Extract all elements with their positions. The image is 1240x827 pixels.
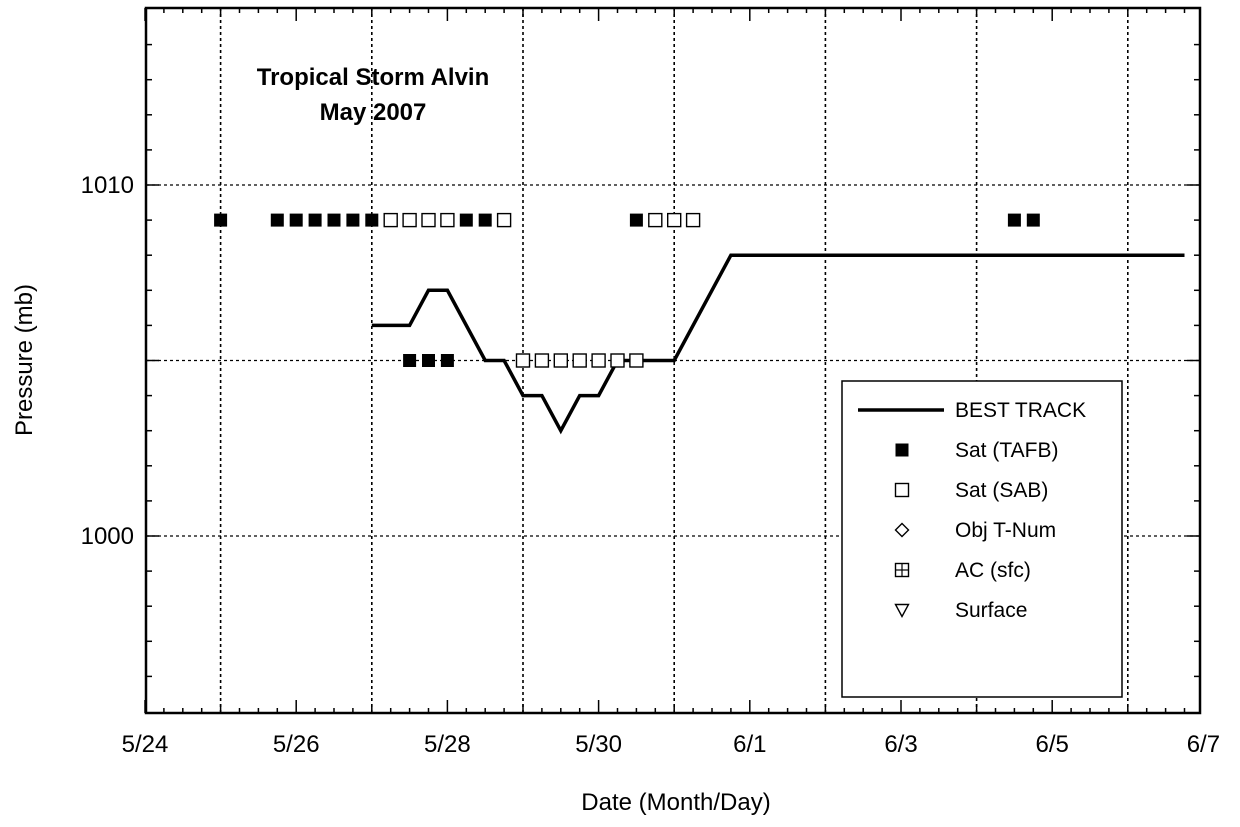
y-tick-label: 1010 — [81, 172, 134, 199]
x-axis-title: Date (Month/Day) — [581, 789, 770, 816]
sat-sab-point — [553, 353, 568, 368]
sat-tafb-point — [459, 213, 473, 227]
y-tick-label: 1000 — [81, 523, 134, 550]
y-tick-labels: 1000 1010 — [81, 172, 134, 550]
sat-sab-point — [610, 353, 625, 368]
sat-tafb-point — [1026, 213, 1040, 227]
legend-label-best-track: BEST TRACK — [955, 399, 1086, 422]
x-tick-label: 6/5 — [1036, 731, 1069, 758]
series-sat-tafb — [214, 213, 1040, 367]
sat-sab-point — [383, 212, 398, 228]
x-tick-label: 5/24 — [122, 731, 169, 758]
sat-sab-point — [629, 353, 644, 368]
x-tick-label: 5/26 — [273, 731, 320, 758]
legend-swatch-surface — [894, 603, 910, 618]
sat-sab-point — [572, 353, 587, 368]
sat-tafb-point — [403, 354, 417, 367]
sat-tafb-point — [422, 354, 435, 367]
x-tick-labels: 5/24 5/26 5/28 5/30 6/1 6/3 6/5 6/7 — [122, 731, 1220, 758]
series-best-track — [371, 253, 1185, 435]
legend-label-surface: Surface — [955, 599, 1027, 622]
chart-title-line-2: May 2007 — [320, 99, 427, 126]
sat-sab-point — [591, 353, 606, 368]
legend-swatch-obj-t-num — [894, 522, 910, 538]
sat-sab-point — [515, 353, 531, 368]
sat-sab-point — [496, 212, 512, 228]
sat-tafb-point — [365, 213, 379, 227]
sat-sab-point — [534, 353, 550, 368]
legend-label-sat-tafb: Sat (TAFB) — [955, 439, 1058, 462]
sat-tafb-point — [270, 213, 284, 227]
x-tick-label: 6/3 — [884, 731, 917, 758]
sat-sab-point — [685, 212, 701, 228]
legend-box — [841, 380, 1123, 698]
sat-sab-point — [440, 212, 455, 228]
axes — [144, 6, 1202, 715]
sat-sab-point — [421, 212, 436, 228]
sat-tafb-point — [629, 213, 643, 227]
y-axis-title: Pressure (mb) — [11, 284, 38, 436]
legend-label-obj-t-num: Obj T-Num — [955, 519, 1056, 542]
legend: BEST TRACK Sat (TAFB) Sat (SAB) Obj T-Num AC… — [841, 380, 1123, 698]
legend-swatch-ac-sfc — [894, 562, 910, 578]
legend-label-sat-sab: Sat (SAB) — [955, 479, 1048, 502]
sat-tafb-point — [214, 213, 228, 227]
sat-tafb-point — [346, 213, 360, 227]
sat-tafb-point — [1007, 213, 1021, 227]
x-tick-label: 6/1 — [733, 731, 766, 758]
legend-label-ac-sfc: AC (sfc) — [955, 559, 1031, 582]
sat-tafb-point — [440, 354, 454, 367]
sat-sab-point — [402, 212, 417, 228]
chart-title-line-1: Tropical Storm Alvin — [257, 64, 490, 91]
x-tick-label: 5/30 — [575, 731, 622, 758]
sat-tafb-point — [327, 213, 341, 227]
x-tick-label: 5/28 — [424, 731, 471, 758]
plot-area — [214, 212, 1185, 435]
series-sat-sab — [383, 212, 701, 368]
sat-tafb-point — [308, 213, 322, 227]
sat-tafb-point — [289, 213, 303, 227]
best-track-line — [371, 253, 1185, 435]
x-tick-label: 6/7 — [1187, 731, 1220, 758]
sat-sab-point — [667, 212, 682, 228]
legend-swatch-sat-tafb — [895, 443, 909, 457]
sat-sab-point — [648, 212, 663, 228]
sat-tafb-point — [478, 213, 492, 227]
legend-swatch-sat-sab — [894, 482, 910, 498]
